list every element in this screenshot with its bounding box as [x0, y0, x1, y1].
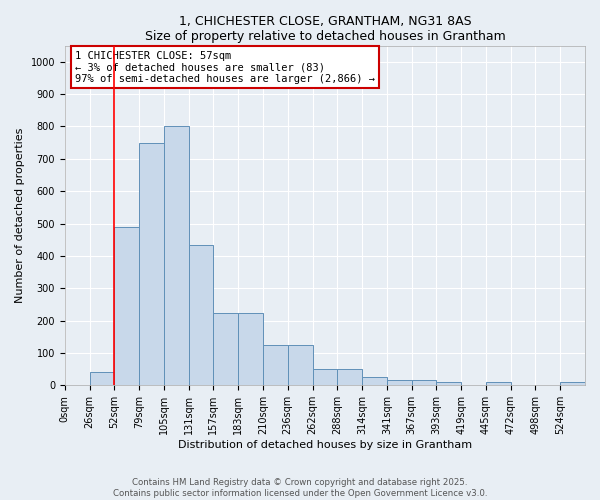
Bar	[288, 345, 313, 386]
Bar	[337, 369, 362, 386]
Bar	[115, 227, 139, 386]
Bar	[263, 345, 288, 386]
Bar	[412, 380, 436, 386]
Bar	[164, 126, 188, 386]
Bar	[214, 312, 238, 386]
Bar	[486, 382, 511, 386]
Text: 1 CHICHESTER CLOSE: 57sqm
← 3% of detached houses are smaller (83)
97% of semi-d: 1 CHICHESTER CLOSE: 57sqm ← 3% of detach…	[75, 50, 375, 84]
Bar	[387, 380, 412, 386]
Bar	[313, 369, 337, 386]
Bar	[89, 372, 115, 386]
Bar	[436, 382, 461, 386]
Title: 1, CHICHESTER CLOSE, GRANTHAM, NG31 8AS
Size of property relative to detached ho: 1, CHICHESTER CLOSE, GRANTHAM, NG31 8AS …	[145, 15, 505, 43]
Text: Contains HM Land Registry data © Crown copyright and database right 2025.
Contai: Contains HM Land Registry data © Crown c…	[113, 478, 487, 498]
Bar	[238, 312, 263, 386]
Bar	[560, 382, 585, 386]
Bar	[139, 142, 164, 386]
Bar	[362, 378, 387, 386]
Bar	[188, 244, 214, 386]
X-axis label: Distribution of detached houses by size in Grantham: Distribution of detached houses by size …	[178, 440, 472, 450]
Y-axis label: Number of detached properties: Number of detached properties	[15, 128, 25, 303]
